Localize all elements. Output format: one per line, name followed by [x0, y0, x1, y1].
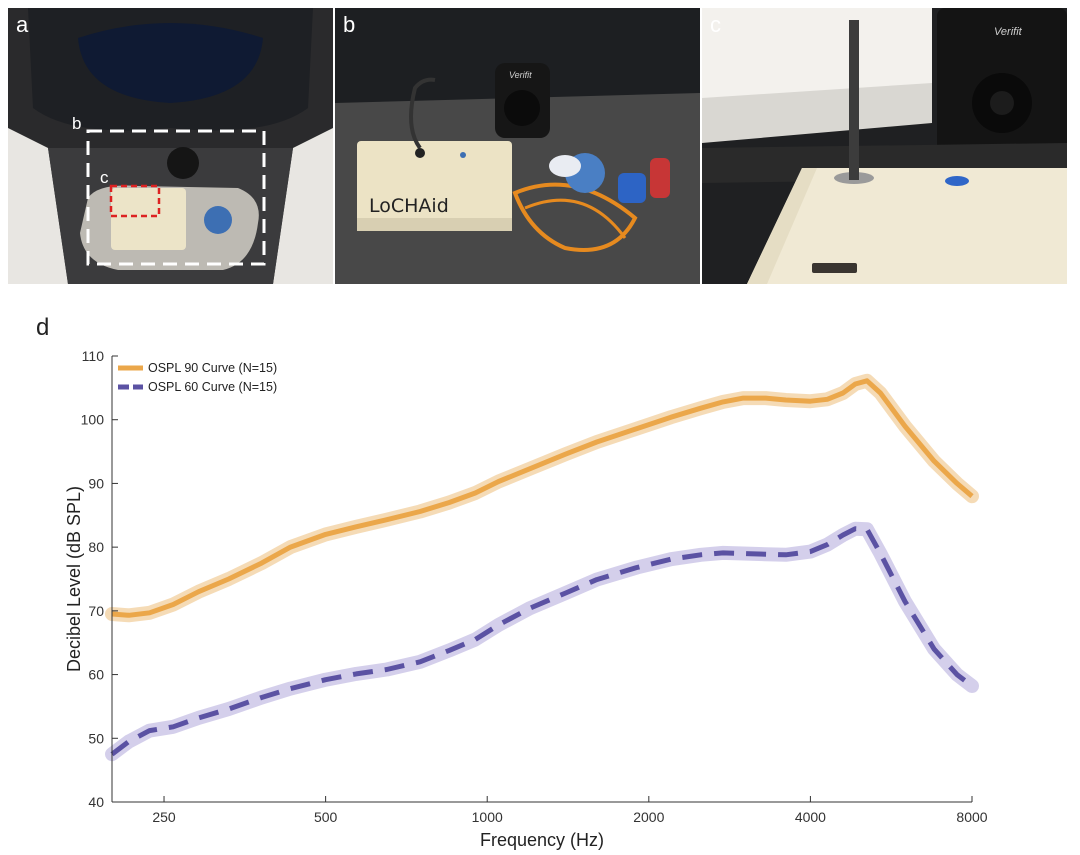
x-tick-label: 250	[152, 809, 176, 825]
y-axis-label: Decibel Level (dB SPL)	[64, 486, 84, 672]
y-tick-label: 90	[88, 475, 104, 491]
series-band-1	[105, 373, 979, 623]
y-tick-label: 40	[88, 794, 104, 810]
photo-b-brand: Verifit	[509, 70, 532, 80]
y-tick-label: 100	[81, 412, 105, 428]
chart-ticks: 40 50 60 70 80 90 100 110 250 500 1000 2000 4000 8000	[81, 348, 988, 825]
photo-a-label-c: c	[100, 168, 109, 187]
x-tick-label: 4000	[795, 809, 826, 825]
y-tick-label: 50	[88, 730, 104, 746]
panel-a-letter: a	[16, 12, 29, 37]
x-tick-label: 8000	[956, 809, 987, 825]
photo-c-image	[702, 8, 1067, 284]
photo-panel-c: c Verifit	[702, 8, 1067, 284]
photo-a-image	[8, 8, 333, 284]
panel-d-letter: d	[36, 314, 50, 341]
photo-c-brand: Verifit	[994, 26, 1022, 38]
legend-label-2: OSPL 60 Curve (N=15)	[148, 380, 277, 394]
series-lines	[110, 378, 974, 757]
panel-c-letter: c	[710, 12, 721, 37]
spl-chart: 40 50 60 70 80 90 100 110 250 500 1000 2000 4000 8000…	[64, 348, 988, 850]
series-line-2	[110, 526, 974, 757]
x-axis-label: Frequency (Hz)	[480, 830, 604, 850]
photo-panel-b: b LoCHAid Verifit	[335, 8, 700, 284]
photo-a-label-b: b	[72, 114, 82, 133]
device-label: LoCHAid	[369, 195, 449, 217]
panel-b-letter: b	[343, 12, 356, 37]
y-tick-label: 110	[82, 348, 105, 364]
y-tick-label: 60	[88, 667, 104, 683]
y-tick-label: 80	[88, 539, 104, 555]
x-tick-label: 1000	[472, 809, 503, 825]
photo-b-image	[335, 8, 700, 284]
legend-label-1: OSPL 90 Curve (N=15)	[148, 361, 277, 375]
series-line-1	[111, 378, 974, 618]
y-tick-label: 70	[88, 603, 104, 619]
photo-panel-a: a b c	[8, 8, 333, 284]
chart-legend: OSPL 90 Curve (N=15) OSPL 60 Curve (N=15)	[118, 361, 277, 394]
series-bands	[105, 373, 979, 762]
series-band-2	[105, 521, 979, 762]
x-tick-label: 2000	[633, 809, 664, 825]
chart-axes	[111, 356, 972, 803]
x-tick-label: 500	[314, 809, 338, 825]
